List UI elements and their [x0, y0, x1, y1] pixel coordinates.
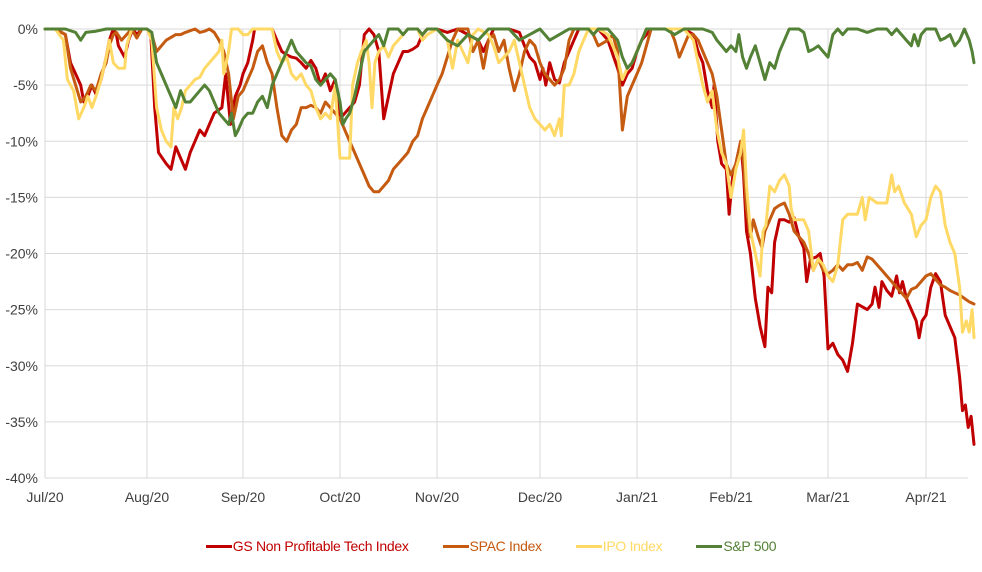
x-tick-label: Feb/21	[709, 489, 753, 505]
series-line	[43, 27, 976, 340]
y-tick-label: -40%	[5, 470, 38, 486]
y-tick-label: -10%	[5, 133, 38, 149]
legend-label-sp500: S&P 500	[723, 538, 777, 554]
legend-item-ipo-index: IPO Index	[575, 538, 663, 554]
legend-item-sp500: S&P 500	[696, 538, 777, 554]
y-tick-label: -15%	[5, 189, 38, 205]
legend-swatch-sp500	[696, 544, 723, 548]
x-tick-label: Aug/20	[125, 489, 170, 505]
y-axis-tick-labels: 0% -5% -10% -15% -20% -25% -30% -35% -40%	[5, 21, 38, 486]
x-tick-label: Apr/21	[905, 489, 946, 505]
y-tick-label: -25%	[5, 302, 38, 318]
x-axis-tick-labels: Jul/20 Aug/20 Sep/20 Oct/20 Nov/20 Dec/20 Jan/…	[26, 489, 947, 505]
x-tick-label: Jan/21	[616, 489, 658, 505]
legend-swatch-spac	[442, 544, 469, 548]
y-tick-label: 0%	[18, 21, 38, 37]
y-tick-label: -30%	[5, 358, 38, 374]
series-line	[43, 27, 976, 446]
x-tick-label: Nov/20	[415, 489, 460, 505]
legend-swatch-gs	[205, 544, 232, 548]
legend-label-gs: GS Non Profitable Tech Index	[232, 538, 409, 554]
legend-item-gs-non-profitable-tech: GS Non Profitable Tech Index	[205, 538, 409, 554]
x-tick-label: Dec/20	[518, 489, 563, 505]
y-tick-label: -20%	[5, 246, 38, 262]
chart-legend: GS Non Profitable Tech Index SPAC Index …	[0, 536, 982, 556]
legend-label-spac: SPAC Index	[469, 538, 543, 554]
x-tick-label: Mar/21	[806, 489, 850, 505]
y-tick-label: -35%	[5, 414, 38, 430]
horizontal-gridlines	[45, 28, 968, 479]
x-tick-label: Sep/20	[221, 489, 266, 505]
vertical-gridlines	[44, 29, 927, 478]
legend-swatch-ipo	[575, 544, 602, 548]
x-tick-label: Jul/20	[26, 489, 64, 505]
legend-label-ipo: IPO Index	[602, 538, 663, 554]
series-line	[43, 27, 976, 138]
x-tick-label: Oct/20	[319, 489, 360, 505]
line-chart: 0% -5% -10% -15% -20% -25% -30% -35% -40% Jul/20…	[5, 21, 976, 505]
series-lines	[43, 27, 976, 446]
y-tick-label: -5%	[13, 77, 38, 93]
legend-item-spac-index: SPAC Index	[442, 538, 543, 554]
